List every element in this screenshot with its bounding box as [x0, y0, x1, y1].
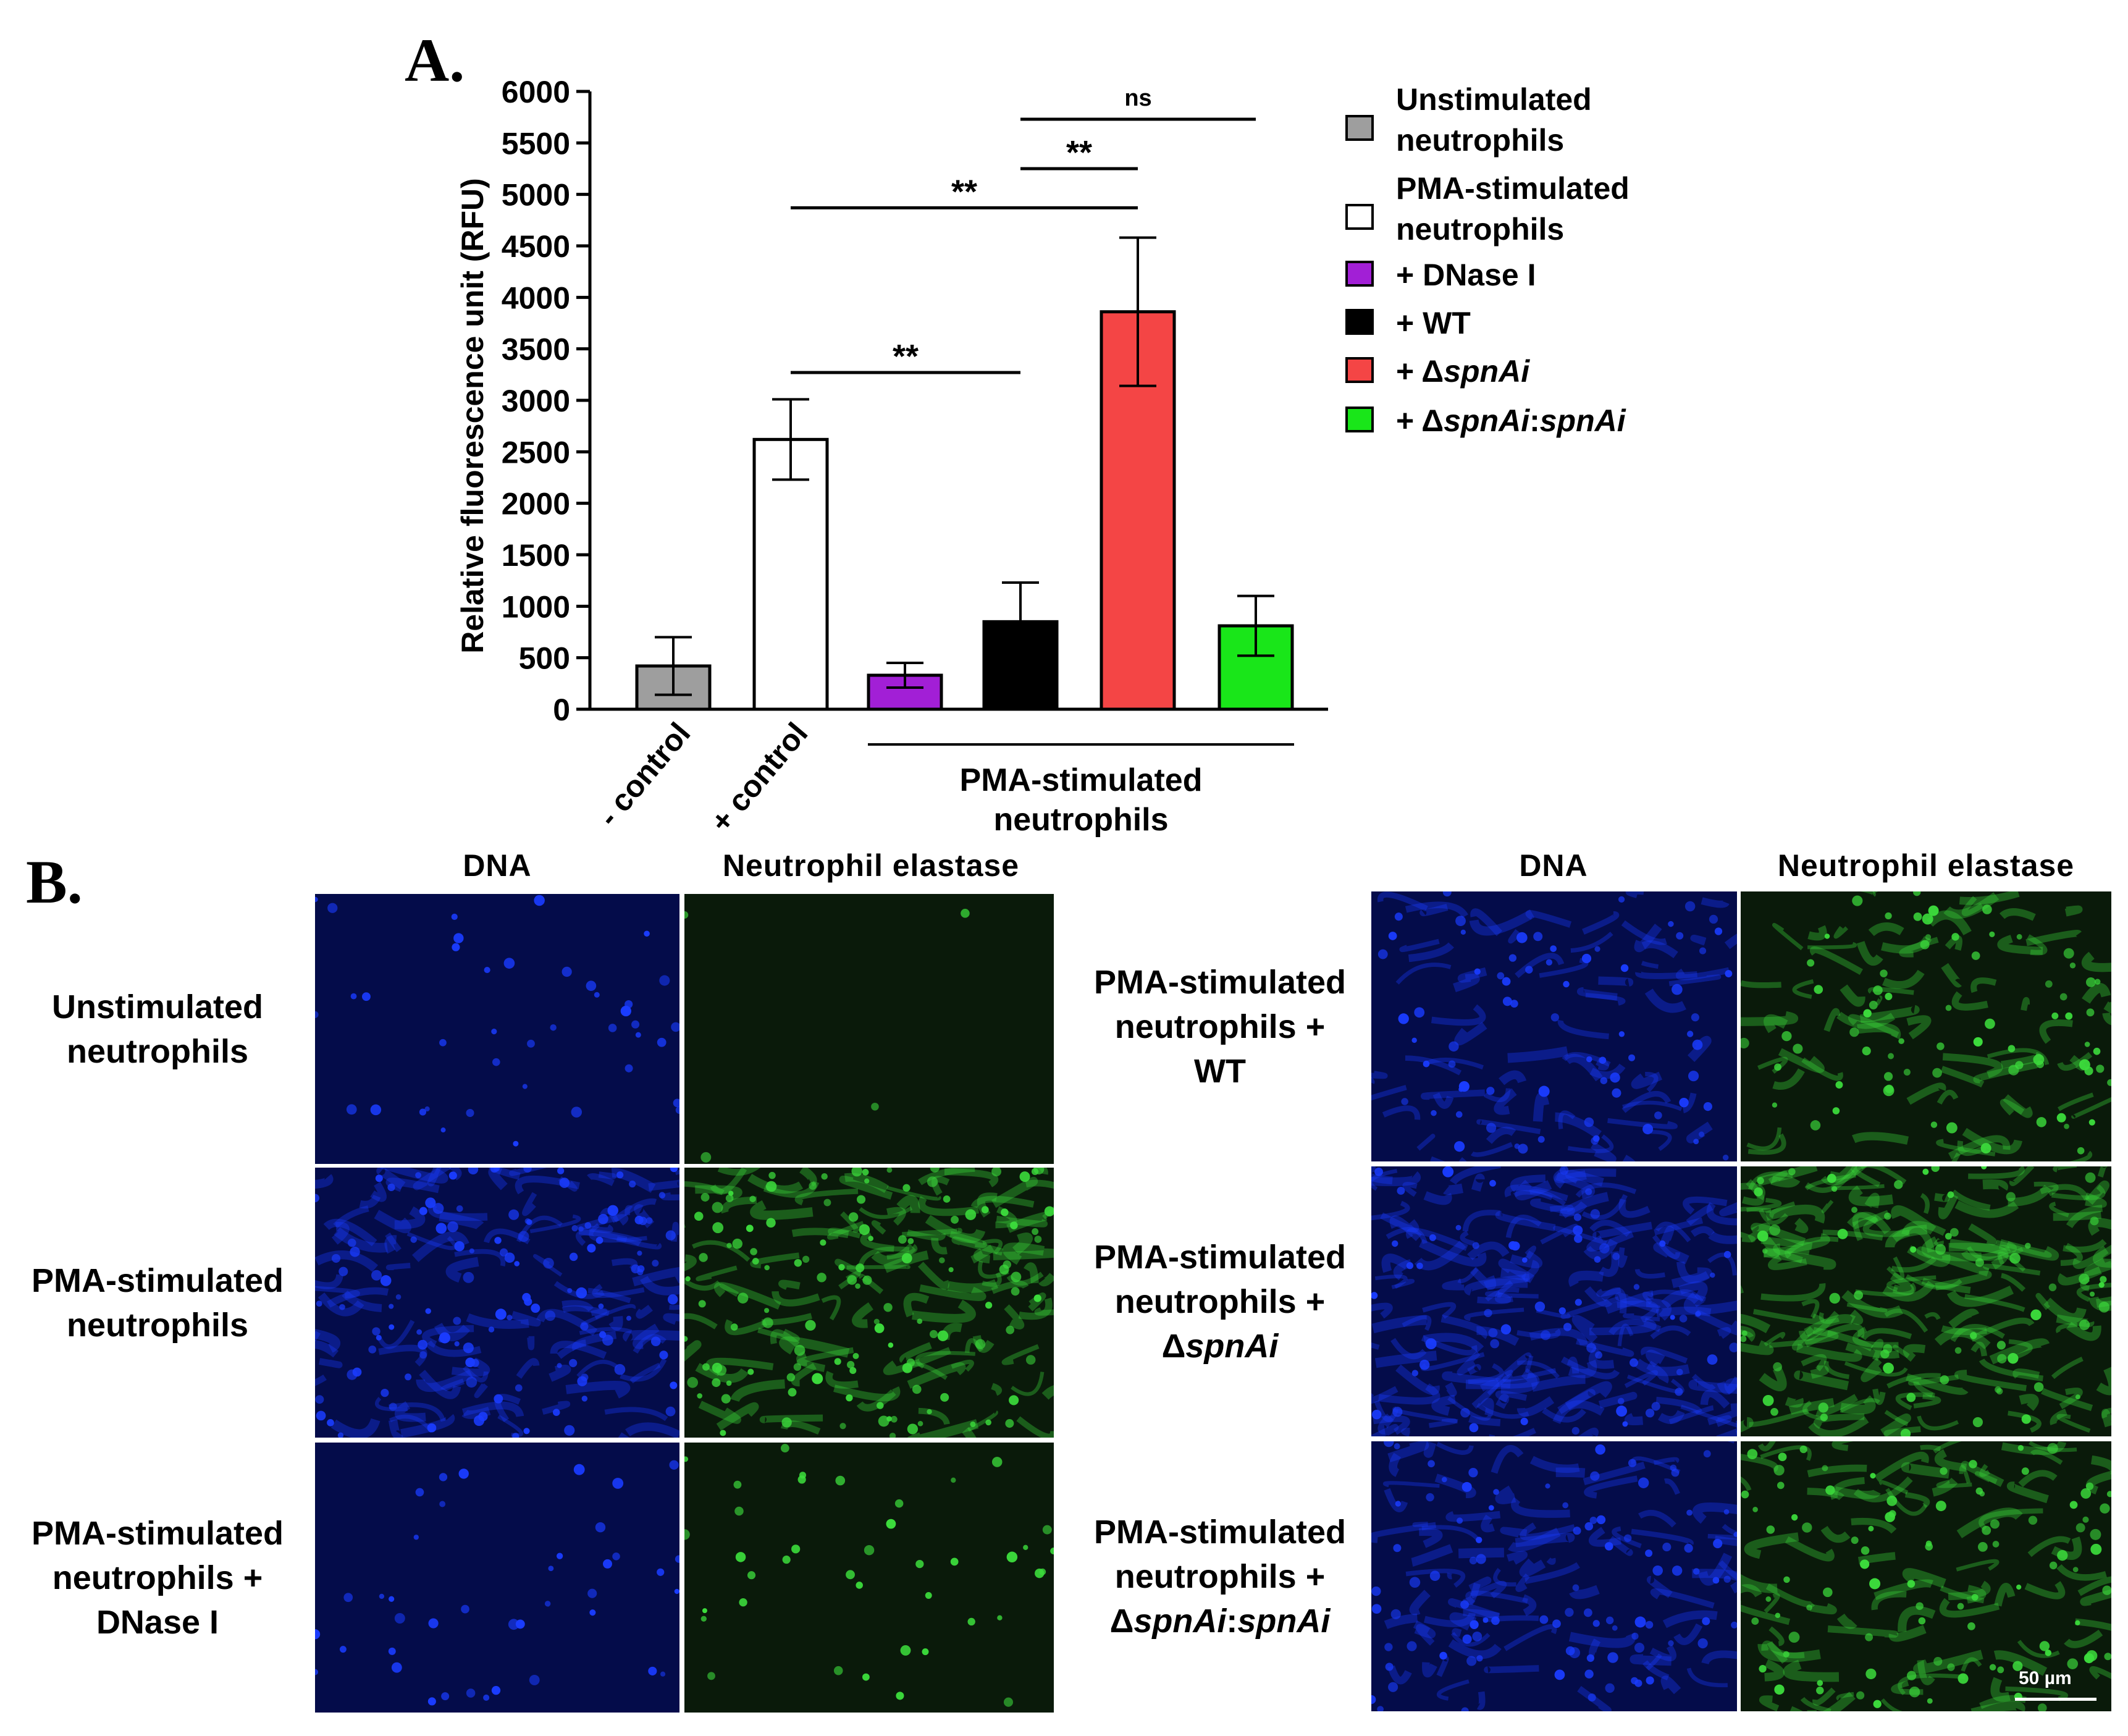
legend-swatch: [1345, 357, 1374, 383]
elastase-image-right-1: [1741, 1166, 2111, 1436]
y-tick-label: 500: [519, 641, 570, 676]
legend-swatch: [1345, 261, 1374, 287]
column-header-elastase: Neutrophil elastase: [722, 848, 1020, 883]
panel-b-letter: B.: [26, 848, 83, 916]
bar-chart: 0 500 1000 1500 2000 2500 3000 3500 4000 4500 5000…: [455, 75, 1630, 839]
scale-bar: [2015, 1698, 2096, 1701]
group-label: neutrophils: [993, 802, 1168, 838]
significance-label: ns: [1124, 85, 1151, 111]
elastase-image-left-2: [684, 1443, 1054, 1713]
elastase-image-right-2: [1741, 1441, 2111, 1711]
legend-label: Unstimulated: [1396, 82, 1592, 117]
y-tick-label: 2000: [502, 487, 570, 521]
dna-image-left-0: [315, 894, 679, 1164]
group-label: PMA-stimulated: [960, 762, 1203, 798]
legend-label: neutrophils: [1396, 212, 1564, 246]
bar: [752, 437, 829, 711]
column-header-elastase: Neutrophil elastase: [1777, 848, 2075, 883]
legend-label: + DNase I: [1396, 258, 1536, 292]
legend-swatch: [1345, 204, 1374, 230]
legend-label: + ΔspnAi:spnAi: [1396, 403, 1626, 438]
column-header-dna: DNA: [1519, 848, 1588, 883]
legend-swatch: [1345, 407, 1374, 432]
legend-label: + ΔspnAi: [1396, 354, 1530, 389]
dna-image-right-2: [1371, 1441, 1737, 1711]
significance-label: **: [951, 173, 977, 210]
significance-label: **: [1066, 134, 1092, 171]
x-tick-label: + control: [704, 716, 815, 839]
legend-label: PMA-stimulated: [1396, 171, 1630, 206]
row-label-left-2: PMA-stimulated neutrophils + DNase I: [31, 1514, 284, 1641]
panel-a-letter: A.: [405, 26, 465, 95]
y-tick-label: 6000: [502, 75, 570, 109]
elastase-image-left-0: [684, 894, 1054, 1164]
row-label-right-2: PMA-stimulated neutrophils + ΔspnAi:spnAi: [1093, 1513, 1347, 1640]
significance-label: **: [893, 338, 919, 375]
y-axis-label: Relative fluorescence unit (RFU): [455, 178, 490, 654]
x-tick-label: - control: [591, 716, 697, 833]
legend-swatch: [1345, 309, 1374, 335]
y-tick-label: 0: [553, 693, 570, 727]
dna-image-left-1: [315, 1168, 679, 1438]
dna-image-right-0: [1371, 891, 1737, 1161]
scale-bar-label: 50 µm: [2019, 1668, 2072, 1688]
y-tick-label: 5000: [502, 178, 570, 213]
y-tick-label: 4500: [502, 229, 570, 264]
row-label-right-1: PMA-stimulated neutrophils + ΔspnAi: [1093, 1238, 1347, 1365]
elastase-image-right-0: [1741, 891, 2111, 1161]
row-label-left-1: PMA-stimulated neutrophils: [31, 1262, 284, 1344]
legend-swatch: [1345, 115, 1374, 141]
elastase-image-left-1: [684, 1168, 1054, 1438]
y-tick-label: 3000: [502, 384, 570, 418]
row-label-left-0: Unstimulated neutrophils: [51, 988, 264, 1070]
y-tick-label: 4000: [502, 280, 570, 315]
column-header-dna: DNA: [463, 848, 532, 883]
dna-image-left-2: [315, 1443, 679, 1713]
dna-image-right-1: [1371, 1166, 1737, 1436]
row-label-right-0: PMA-stimulated neutrophils + WT: [1093, 963, 1347, 1090]
y-tick-label: 3500: [502, 332, 570, 367]
y-tick-label: 2500: [502, 435, 570, 470]
legend-label: neutrophils: [1396, 123, 1564, 158]
y-tick-label: 1500: [502, 538, 570, 573]
legend-label: + WT: [1396, 306, 1471, 340]
y-tick-label: 5500: [502, 126, 570, 161]
y-tick-label: 1000: [502, 589, 570, 624]
